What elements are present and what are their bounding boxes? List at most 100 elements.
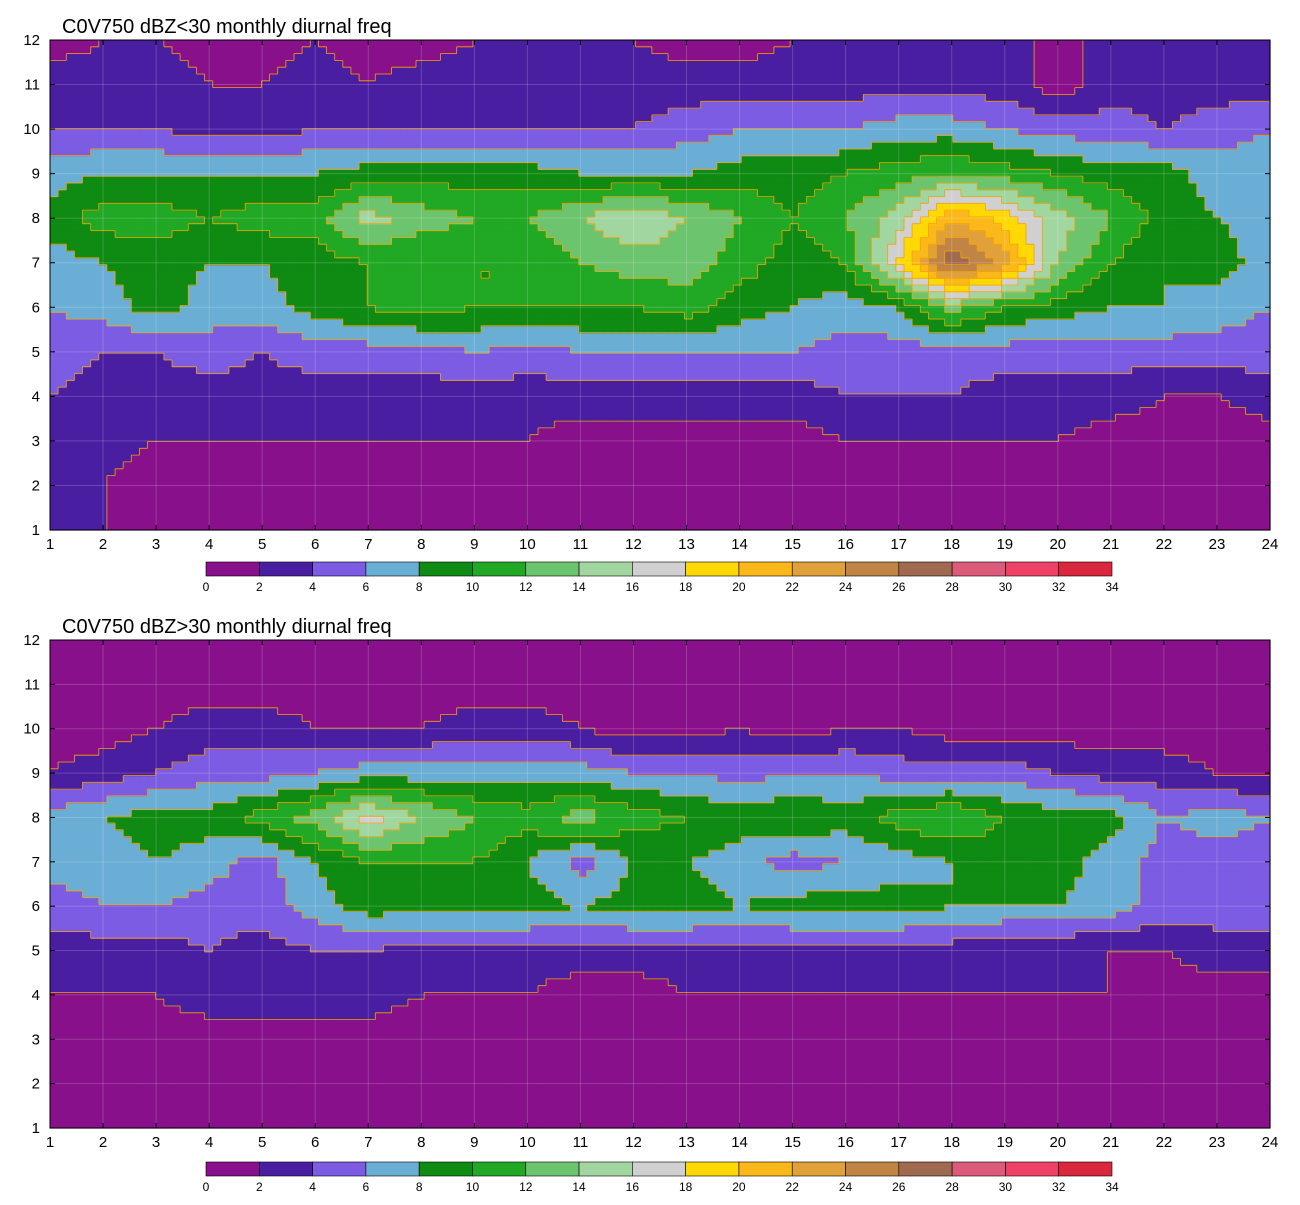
contour-cell: [977, 312, 986, 320]
contour-cell: [342, 427, 352, 436]
contour-cell: [74, 489, 84, 497]
contour-cell: [830, 373, 840, 381]
contour-cell: [90, 414, 100, 422]
contour-cell: [546, 461, 555, 470]
contour-cell: [1115, 339, 1125, 347]
contour-cell: [464, 468, 474, 477]
contour-cell: [871, 523, 881, 531]
contour-cell: [757, 373, 767, 381]
contour-cell: [668, 427, 677, 436]
contour-cell: [302, 495, 311, 504]
contour-cell: [342, 380, 352, 388]
contour-cell: [822, 387, 832, 395]
contour-cell: [765, 319, 775, 327]
contour-cell: [513, 482, 523, 490]
contour-cell: [367, 427, 376, 436]
contour-cell: [342, 475, 352, 483]
contour-cell: [285, 319, 295, 327]
contour-cell: [367, 509, 376, 517]
contour-cell: [155, 332, 165, 341]
contour-cell: [367, 502, 376, 511]
contour-cell: [1188, 468, 1198, 477]
contour-cell: [147, 380, 157, 388]
contour-cell: [147, 421, 157, 429]
contour-cell: [594, 482, 604, 490]
contour-cell: [570, 325, 580, 334]
contour-cell: [106, 448, 116, 456]
contour-cell: [716, 346, 726, 354]
contour-cell: [163, 421, 173, 429]
contour-cell: [204, 373, 214, 381]
contour-cell: [920, 427, 929, 436]
contour-cell: [1229, 332, 1239, 341]
contour-cell: [1123, 461, 1133, 470]
contour-cell: [407, 421, 417, 429]
contour-cell: [1074, 414, 1084, 422]
contour-cell: [1034, 468, 1043, 477]
contour-cell: [1123, 359, 1133, 368]
contour-cell: [643, 475, 653, 483]
contour-cell: [733, 400, 742, 409]
contour-cell: [1172, 482, 1182, 490]
contour-cell: [1156, 312, 1165, 320]
contour-cell: [1237, 489, 1247, 497]
contour-cell: [814, 495, 824, 504]
contour-cell: [936, 455, 946, 463]
contour-cell: [180, 427, 189, 436]
contour-cell: [749, 509, 759, 517]
contour-cell: [131, 495, 141, 504]
contour-cell: [619, 475, 629, 483]
contour-cell: [407, 523, 417, 531]
contour-cell: [1229, 441, 1239, 449]
contour-cell: [635, 502, 645, 511]
contour-cell: [180, 489, 189, 497]
contour-cell: [887, 516, 897, 524]
contour-cell: [310, 312, 319, 320]
contour-cell: [212, 414, 222, 422]
contour-cell: [180, 373, 189, 381]
contour-cell: [253, 495, 263, 504]
contour-cell: [131, 380, 141, 388]
contour-cell: [342, 516, 352, 524]
contour-cell: [733, 366, 742, 375]
contour-cell: [1204, 489, 1214, 497]
contour-cell: [440, 366, 450, 375]
contour-cell: [228, 475, 238, 483]
contour-cell: [285, 325, 295, 334]
contour-cell: [676, 516, 685, 524]
contour-cell: [1253, 482, 1263, 490]
contour-cell: [310, 387, 319, 395]
contour-cell: [489, 325, 498, 334]
contour-cell: [993, 366, 1003, 375]
contour-cell: [985, 509, 995, 517]
contour-cell: [1172, 359, 1182, 368]
contour-cell: [1107, 434, 1117, 443]
contour-cell: [960, 400, 970, 409]
contour-cell: [310, 523, 319, 531]
contour-cell: [196, 380, 206, 388]
contour-cell: [440, 502, 450, 511]
contour-cell: [765, 509, 775, 517]
contour-cell: [416, 495, 425, 504]
contour-cell: [1253, 448, 1263, 456]
contour-cell: [277, 455, 287, 463]
contour-cell: [741, 455, 751, 463]
contour-cell: [562, 421, 572, 429]
contour-cell: [123, 468, 132, 477]
contour-cell: [578, 400, 588, 409]
contour-cell: [1180, 461, 1190, 470]
contour-cell: [700, 475, 710, 483]
contour-cell: [432, 482, 441, 490]
contour-cell: [635, 366, 645, 375]
contour-cell: [716, 455, 726, 463]
contour-cell: [1099, 482, 1108, 490]
contour-cell: [782, 421, 791, 429]
contour-cell: [562, 468, 572, 477]
contour-cell: [700, 509, 710, 517]
contour-cell: [318, 516, 328, 524]
contour-cell: [904, 516, 913, 524]
contour-cell: [375, 319, 385, 327]
contour-cell: [830, 516, 840, 524]
contour-cell: [708, 346, 718, 354]
